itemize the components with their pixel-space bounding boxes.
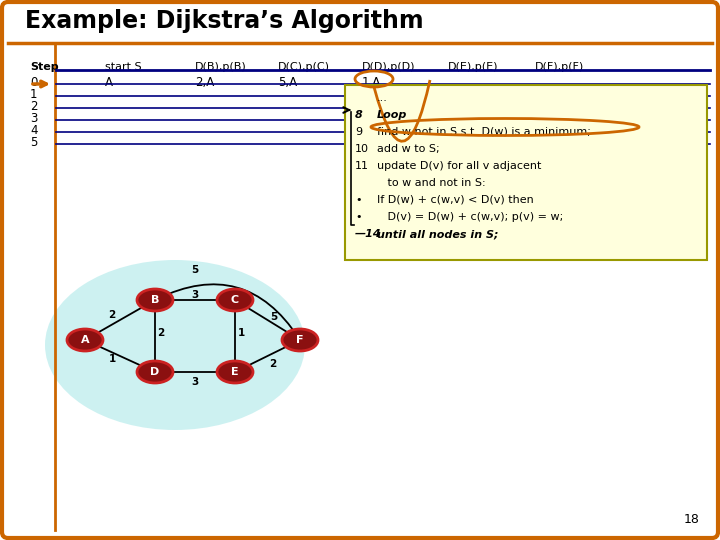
Text: ...: ... xyxy=(377,93,388,103)
Text: 3: 3 xyxy=(30,112,37,125)
Text: 2: 2 xyxy=(158,328,165,338)
Text: 4: 4 xyxy=(30,124,37,137)
Ellipse shape xyxy=(45,260,305,430)
Text: D: D xyxy=(150,367,160,377)
Text: 2: 2 xyxy=(30,100,37,113)
Ellipse shape xyxy=(282,329,318,351)
Ellipse shape xyxy=(137,289,173,311)
Text: D(E),p(E): D(E),p(E) xyxy=(448,62,498,72)
Text: 2: 2 xyxy=(109,310,116,320)
FancyBboxPatch shape xyxy=(345,85,707,260)
Text: until all nodes in S;: until all nodes in S; xyxy=(377,229,498,239)
Text: start S: start S xyxy=(105,62,142,72)
Bar xyxy=(8,8,712,42)
Text: 1: 1 xyxy=(238,328,245,338)
Text: to w and not in S:: to w and not in S: xyxy=(377,178,485,188)
Text: 2: 2 xyxy=(269,359,276,369)
Text: 2,A: 2,A xyxy=(195,76,215,89)
Text: A: A xyxy=(105,76,113,89)
Text: C: C xyxy=(231,295,239,305)
Text: A: A xyxy=(81,335,89,345)
Text: find w not in S s.t. D(w) is a minimum;: find w not in S s.t. D(w) is a minimum; xyxy=(377,127,591,137)
Text: 10: 10 xyxy=(355,144,369,154)
Text: D(B),p(B): D(B),p(B) xyxy=(195,62,247,72)
Text: 1: 1 xyxy=(30,88,37,101)
Text: D(C),p(C): D(C),p(C) xyxy=(278,62,330,72)
Text: D(v) = D(w) + c(w,v); p(v) = w;: D(v) = D(w) + c(w,v); p(v) = w; xyxy=(377,212,563,222)
Text: F: F xyxy=(296,335,304,345)
Text: 0: 0 xyxy=(30,76,37,89)
FancyArrowPatch shape xyxy=(158,284,299,338)
Text: If D(w) + c(w,v) < D(v) then: If D(w) + c(w,v) < D(v) then xyxy=(377,195,534,205)
Text: E: E xyxy=(231,367,239,377)
Ellipse shape xyxy=(67,329,103,351)
Text: 18: 18 xyxy=(684,513,700,526)
Text: D(D),p(D): D(D),p(D) xyxy=(362,62,415,72)
Text: add w to S;: add w to S; xyxy=(377,144,440,154)
Text: 8: 8 xyxy=(355,110,363,120)
Text: Loop: Loop xyxy=(377,110,408,120)
Text: 5,A: 5,A xyxy=(278,76,297,89)
Text: 9: 9 xyxy=(355,127,362,137)
Text: 3: 3 xyxy=(192,377,199,387)
Text: 5: 5 xyxy=(192,265,199,275)
Ellipse shape xyxy=(217,289,253,311)
Text: B: B xyxy=(150,295,159,305)
Text: —14: —14 xyxy=(355,229,382,239)
Text: 5: 5 xyxy=(270,312,277,322)
Text: 1: 1 xyxy=(109,354,116,364)
Text: •: • xyxy=(355,195,361,205)
Text: 5: 5 xyxy=(30,136,37,149)
Text: update D(v) for all v adjacent: update D(v) for all v adjacent xyxy=(377,161,541,171)
Text: •: • xyxy=(355,212,361,222)
Text: Example: Dijkstra’s Algorithm: Example: Dijkstra’s Algorithm xyxy=(25,9,423,33)
Text: 3: 3 xyxy=(192,290,199,300)
Ellipse shape xyxy=(217,361,253,383)
Text: 1,A: 1,A xyxy=(362,76,382,89)
Ellipse shape xyxy=(137,361,173,383)
Text: D(F),p(F): D(F),p(F) xyxy=(535,62,584,72)
Text: 11: 11 xyxy=(355,161,369,171)
Text: Step: Step xyxy=(30,62,58,72)
